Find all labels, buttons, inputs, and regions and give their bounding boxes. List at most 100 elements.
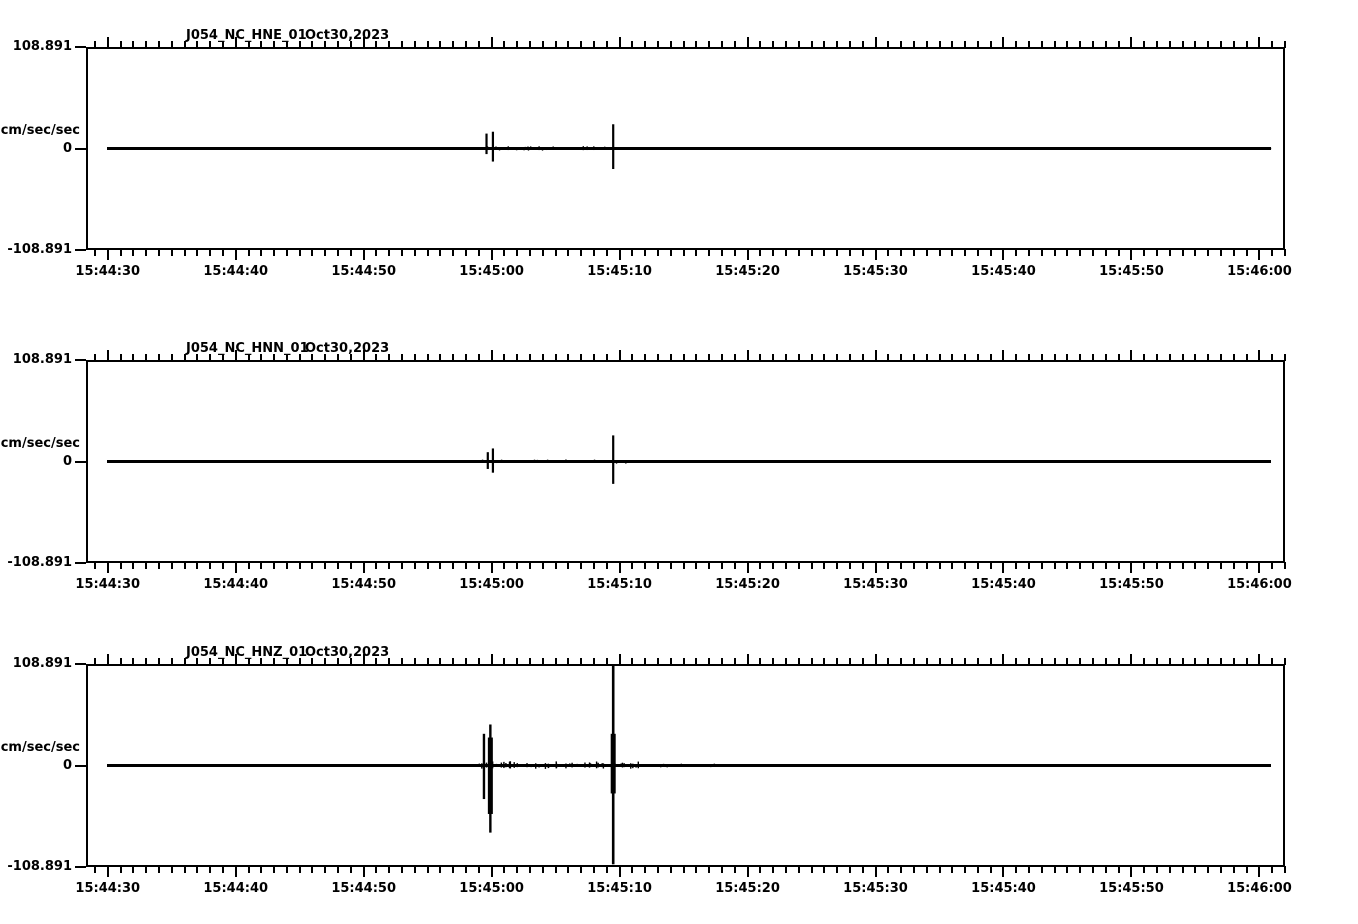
x-axis-minor-tick bbox=[503, 658, 506, 665]
waveform-noise-sample bbox=[1126, 460, 1128, 463]
x-axis-minor-tick bbox=[375, 41, 378, 48]
x-axis-minor-tick bbox=[132, 41, 135, 48]
x-axis-major-tick bbox=[1258, 37, 1261, 48]
x-axis-minor-tick bbox=[989, 658, 992, 665]
waveform-noise-sample bbox=[222, 148, 225, 150]
x-axis-minor-tick bbox=[951, 41, 954, 48]
x-axis-minor-tick bbox=[1271, 562, 1274, 569]
x-axis-minor-tick bbox=[273, 658, 276, 665]
x-axis-minor-tick bbox=[887, 249, 890, 256]
x-axis-minor-tick bbox=[375, 866, 378, 873]
x-axis-minor-tick bbox=[196, 658, 199, 665]
x-axis-minor-tick bbox=[1066, 658, 1069, 665]
x-axis-tick-label: 15:45:20 bbox=[715, 881, 780, 896]
x-axis-minor-tick bbox=[1104, 249, 1107, 256]
waveform-coda-sample bbox=[635, 461, 638, 463]
x-axis-minor-tick bbox=[631, 354, 634, 361]
x-axis-minor-tick bbox=[183, 249, 186, 256]
x-axis-minor-tick bbox=[349, 658, 352, 665]
x-axis-minor-tick bbox=[733, 562, 736, 569]
x-axis-minor-tick bbox=[1079, 562, 1082, 569]
waveform-coda-sample bbox=[509, 761, 512, 769]
waveform-noise-sample bbox=[581, 147, 583, 150]
x-axis-minor-tick bbox=[1053, 41, 1056, 48]
waveform-noise-sample bbox=[1190, 147, 1192, 150]
x-axis-minor-tick bbox=[669, 354, 672, 361]
waveform-noise-sample bbox=[1114, 460, 1116, 463]
x-axis-minor-tick bbox=[541, 866, 544, 873]
x-axis-minor-tick bbox=[912, 249, 915, 256]
waveform-noise-sample bbox=[432, 461, 434, 463]
x-axis-minor-tick bbox=[900, 658, 903, 665]
x-axis-minor-tick bbox=[452, 658, 455, 665]
waveform-noise-sample bbox=[1057, 764, 1059, 767]
waveform-coda-sample bbox=[615, 147, 618, 150]
x-axis-minor-tick bbox=[644, 562, 647, 569]
x-axis-tick-label: 15:45:40 bbox=[971, 881, 1036, 896]
x-axis-minor-tick bbox=[682, 562, 685, 569]
x-axis-minor-tick bbox=[324, 354, 327, 361]
x-axis-minor-tick bbox=[580, 658, 583, 665]
waveform-noise-sample bbox=[716, 460, 718, 463]
x-axis-minor-tick bbox=[119, 658, 122, 665]
waveform-coda-sample bbox=[538, 765, 540, 767]
waveform-noise-sample bbox=[834, 461, 836, 463]
x-axis-major-tick bbox=[1130, 37, 1133, 48]
x-axis-minor-tick bbox=[273, 562, 276, 569]
waveform-coda-sample bbox=[511, 764, 514, 767]
waveform-coda-sample bbox=[604, 146, 606, 150]
waveform-noise-sample bbox=[110, 148, 112, 150]
x-axis-minor-tick bbox=[1220, 41, 1223, 48]
x-axis-minor-tick bbox=[669, 658, 672, 665]
x-axis-minor-tick bbox=[720, 249, 723, 256]
waveform-coda-sample bbox=[551, 764, 554, 767]
waveform-coda-sample bbox=[478, 763, 481, 767]
waveform-noise-sample bbox=[1239, 764, 1241, 767]
waveform-coda-sample bbox=[657, 147, 659, 150]
waveform-noise-sample bbox=[435, 147, 437, 150]
waveform-noise-sample bbox=[339, 460, 341, 463]
waveform-coda-sample bbox=[683, 147, 685, 150]
waveform-baseline bbox=[107, 460, 1271, 463]
x-axis-minor-tick bbox=[1104, 658, 1107, 665]
waveform-coda-sample bbox=[685, 147, 688, 150]
waveform-noise-sample bbox=[296, 765, 298, 767]
x-axis-major-tick bbox=[362, 654, 365, 665]
waveform-noise-sample bbox=[1115, 461, 1117, 463]
waveform-coda-sample bbox=[490, 460, 493, 463]
y-axis-tick bbox=[75, 663, 86, 665]
waveform-noise-sample bbox=[701, 147, 704, 150]
waveform-noise-sample bbox=[860, 147, 862, 150]
waveform-coda-sample bbox=[595, 147, 598, 150]
x-axis-minor-tick bbox=[848, 354, 851, 361]
x-axis-minor-tick bbox=[132, 658, 135, 665]
x-axis-minor-tick bbox=[1271, 866, 1274, 873]
x-axis-major-tick bbox=[106, 866, 109, 877]
y-axis-zero-label: 0 bbox=[62, 453, 72, 469]
waveform-noise-sample bbox=[154, 764, 156, 767]
waveform-noise-sample bbox=[1020, 148, 1022, 150]
waveform-noise-sample bbox=[427, 765, 429, 767]
waveform-noise-sample bbox=[365, 460, 367, 463]
waveform-noise-sample bbox=[459, 147, 462, 150]
x-axis-tick-label: 15:45:00 bbox=[459, 881, 524, 896]
x-axis-minor-tick bbox=[759, 41, 762, 48]
waveform-noise-sample bbox=[438, 460, 440, 463]
waveform-noise-sample bbox=[1152, 148, 1155, 150]
x-axis-minor-tick bbox=[938, 354, 941, 361]
x-axis-major-tick bbox=[746, 562, 749, 573]
waveform-coda-sample bbox=[572, 460, 574, 463]
y-axis-zero-label: 0 bbox=[62, 757, 72, 773]
x-axis-minor-tick bbox=[720, 658, 723, 665]
x-axis-minor-tick bbox=[1207, 866, 1210, 873]
x-axis-tick-label: 15:46:00 bbox=[1227, 881, 1292, 896]
waveform-noise-sample bbox=[797, 148, 799, 150]
x-axis-minor-tick bbox=[938, 249, 941, 256]
x-axis-minor-tick bbox=[324, 866, 327, 873]
waveform-noise-sample bbox=[980, 765, 982, 767]
waveform-coda-sample bbox=[634, 461, 636, 463]
waveform-noise-sample bbox=[960, 147, 962, 150]
waveform-noise-sample bbox=[322, 461, 324, 463]
x-axis-minor-tick bbox=[887, 354, 890, 361]
waveform-noise-sample bbox=[856, 461, 858, 463]
